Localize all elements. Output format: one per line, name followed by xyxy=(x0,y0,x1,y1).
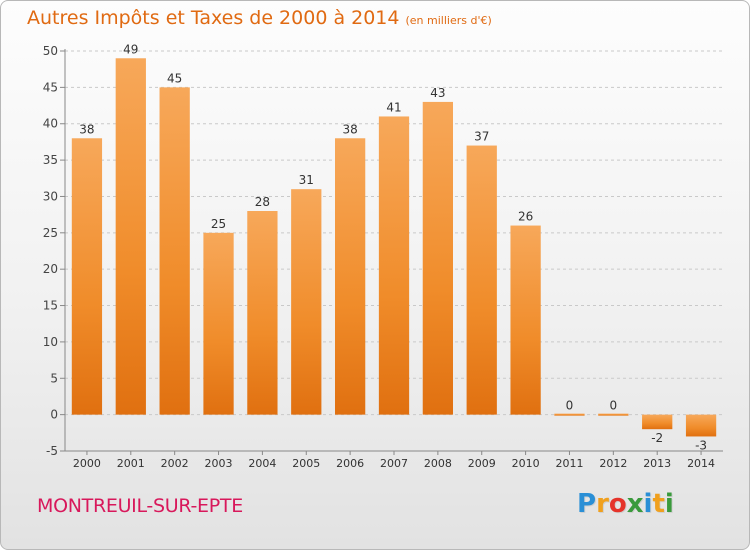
logo-letter: x xyxy=(626,489,644,519)
bar xyxy=(203,232,234,415)
y-tick-label: 10 xyxy=(43,335,58,349)
y-tick-label: 40 xyxy=(43,117,58,131)
x-tick-label: 2014 xyxy=(687,457,715,470)
y-tick-label: 0 xyxy=(50,408,58,422)
chart-title: Autres Impôts et Taxes de 2000 à 2014 (en… xyxy=(27,7,492,29)
proxiti-logo: Proxiti xyxy=(577,489,674,519)
logo-letter: r xyxy=(596,489,609,519)
bar xyxy=(466,145,497,415)
y-tick-label: 30 xyxy=(43,189,58,203)
bar-value-label: 0 xyxy=(610,399,618,413)
bar xyxy=(378,116,410,415)
logo-letter: o xyxy=(608,489,627,519)
x-tick-label: 2007 xyxy=(380,457,408,470)
bar-value-label: 26 xyxy=(518,210,533,224)
x-tick-label: 2003 xyxy=(205,457,233,470)
bar xyxy=(510,225,541,415)
x-tick-label: 2008 xyxy=(424,457,452,470)
logo-letter: P xyxy=(577,489,597,519)
y-tick-label: 25 xyxy=(43,226,58,240)
y-tick-label: 5 xyxy=(50,371,58,385)
y-tick-label: 15 xyxy=(43,299,58,313)
bar xyxy=(598,413,629,416)
x-tick-label: 2009 xyxy=(468,457,496,470)
bar xyxy=(115,58,146,415)
bar-value-label: -2 xyxy=(651,431,663,445)
bar xyxy=(334,138,366,415)
bar-value-label: -3 xyxy=(695,438,707,452)
bar-value-label: 28 xyxy=(255,195,270,209)
x-tick-label: 2012 xyxy=(599,457,627,470)
x-tick-label: 2010 xyxy=(512,457,540,470)
bar xyxy=(422,101,454,415)
logo-letter: t xyxy=(652,489,665,519)
bar xyxy=(685,414,717,437)
logo-letter: i xyxy=(664,489,674,519)
y-tick-label: 50 xyxy=(43,44,58,58)
bar xyxy=(71,138,103,415)
y-tick-label: 45 xyxy=(43,80,58,94)
x-tick-label: 2001 xyxy=(117,457,145,470)
y-tick-label: 20 xyxy=(43,262,58,276)
x-tick-label: 2011 xyxy=(555,457,583,470)
x-tick-label: 2005 xyxy=(292,457,320,470)
y-tick-label: 35 xyxy=(43,153,58,167)
chart-title-text: Autres Impôts et Taxes de 2000 à 2014 xyxy=(27,7,400,29)
y-tick-label: -5 xyxy=(46,444,58,458)
bar-value-label: 41 xyxy=(386,100,401,114)
x-tick-label: 2002 xyxy=(161,457,189,470)
bar-value-label: 45 xyxy=(167,71,182,85)
bar xyxy=(247,211,278,415)
bar xyxy=(554,413,585,416)
logo-letter: i xyxy=(643,489,653,519)
bar-value-label: 49 xyxy=(123,42,138,56)
bar-value-label: 25 xyxy=(211,217,226,231)
x-tick-label: 2000 xyxy=(73,457,101,470)
bar xyxy=(291,189,322,415)
x-tick-label: 2013 xyxy=(643,457,671,470)
bar xyxy=(642,414,673,430)
bar-value-label: 0 xyxy=(566,399,574,413)
bar-value-label: 38 xyxy=(79,122,94,136)
x-tick-label: 2004 xyxy=(248,457,276,470)
bar-value-label: 37 xyxy=(474,130,489,144)
bar-value-label: 31 xyxy=(299,173,314,187)
x-tick-label: 2006 xyxy=(336,457,364,470)
bar-value-label: 43 xyxy=(430,86,445,100)
chart-unit: (en milliers d'€) xyxy=(405,14,492,27)
bar xyxy=(159,87,190,415)
bar-value-label: 38 xyxy=(342,122,357,136)
commune-name: MONTREUIL-SUR-EPTE xyxy=(37,495,243,517)
